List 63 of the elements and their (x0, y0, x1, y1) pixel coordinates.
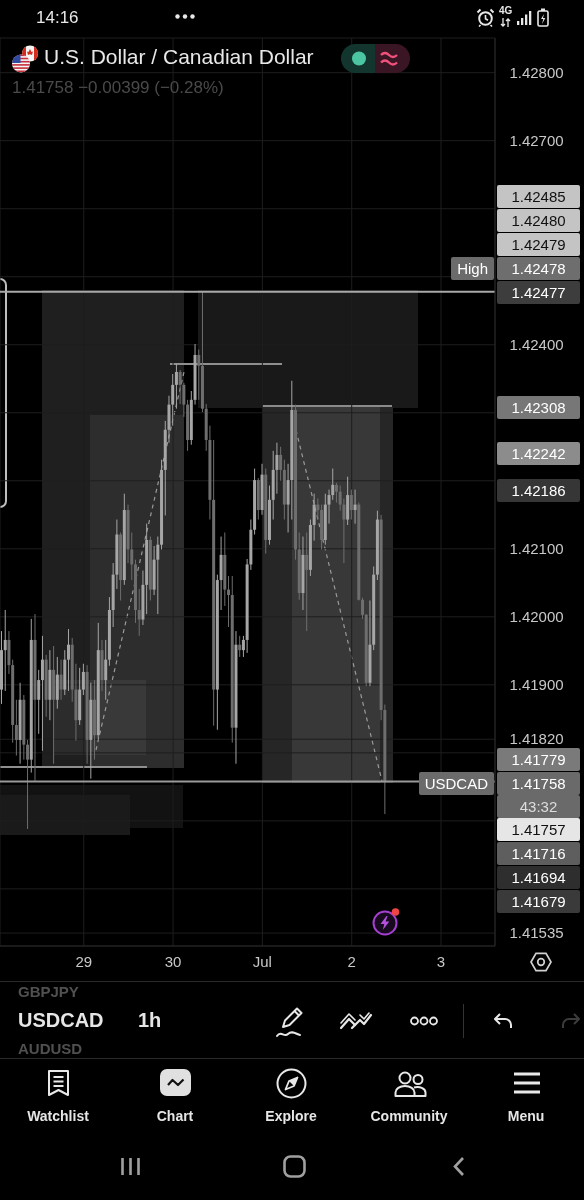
candlestick (349, 489, 353, 521)
y-tick-label: 1.42400 (509, 336, 564, 353)
x-tick-label: 30 (164, 953, 182, 971)
y-tick-label: 1.42000 (509, 608, 564, 626)
candlestick (334, 482, 338, 504)
text: 1.41758 (497, 771, 580, 795)
text: 1.41779 (497, 748, 580, 771)
y-tick-label: 1.42100 (509, 540, 564, 558)
candlestick (197, 349, 201, 401)
text: 1.42478 (497, 257, 580, 281)
candlestick (353, 489, 357, 525)
text: 1.41758 −0.00399 (−0.28%) (12, 78, 224, 98)
candlestick (279, 446, 283, 482)
text: Explore (265, 1108, 317, 1125)
candlestick (40, 635, 44, 752)
text: 1.42479 (497, 233, 580, 257)
text: 1.42186 (497, 479, 580, 502)
x-tick-label: Jul (252, 953, 272, 971)
ref-line-label: High (451, 257, 494, 281)
candlestick (305, 531, 309, 632)
y-tick-label: 1.41820 (509, 730, 564, 748)
text: Chart (156, 1108, 194, 1125)
text: 1.42477 (497, 281, 580, 305)
candlestick (37, 669, 41, 735)
candlestick (14, 699, 18, 757)
ref-line-label: USDCAD (418, 771, 494, 795)
candlestick (104, 639, 108, 701)
candlestick (361, 597, 365, 620)
x-tick-label: 2 (347, 953, 356, 971)
candlestick (59, 659, 63, 701)
text: 1h (138, 1009, 162, 1032)
text: 1.42242 (497, 441, 580, 465)
text: 43:32 (497, 794, 580, 818)
text: 1.42308 (497, 396, 580, 420)
text: GBPJPY (18, 983, 79, 1001)
candlestick (174, 363, 178, 410)
y-tick-label: 1.42700 (509, 131, 564, 149)
candlestick (66, 628, 70, 692)
candlestick (26, 739, 30, 830)
text: USDCAD (18, 1009, 104, 1032)
text: 1.42485 (497, 185, 580, 209)
candlestick (137, 588, 141, 637)
text: 1.42480 (497, 209, 580, 233)
text: 14:16 (36, 8, 79, 28)
y-tick-label: 1.42800 (509, 63, 564, 81)
y-tick-label: 1.41900 (509, 676, 564, 694)
y-tick-label: 1.41535 (509, 924, 564, 942)
text: AUDUSD (18, 1040, 83, 1058)
text: Menu (507, 1108, 545, 1125)
text: 1.41716 (497, 842, 580, 865)
text: Community (370, 1108, 448, 1125)
text: 1.41694 (497, 866, 580, 889)
text: 1.41757 (497, 818, 580, 841)
text: 1.41679 (497, 890, 580, 913)
text: 4G (499, 5, 513, 17)
candlestick (156, 536, 160, 615)
candlestick (227, 575, 231, 628)
candlestick (81, 663, 85, 696)
candlestick (3, 609, 7, 692)
text: Watchlist (27, 1108, 89, 1125)
x-tick-label: 3 (436, 953, 446, 971)
x-tick-label: 29 (75, 953, 93, 971)
chart-title: U.S. Dollar / Canadian Dollar (44, 45, 314, 69)
